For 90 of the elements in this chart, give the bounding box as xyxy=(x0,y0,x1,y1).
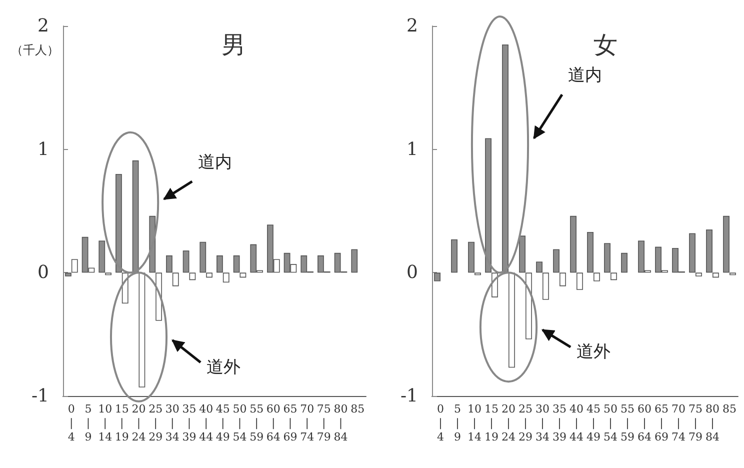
x-tick-label: 55 | 59 xyxy=(620,402,634,444)
x-tick-label: 70 | 74 xyxy=(300,402,314,444)
bar xyxy=(468,242,474,273)
chart-title: 男 xyxy=(221,31,246,59)
annotation: 道外 xyxy=(576,342,611,362)
y-axis-title: （千人） xyxy=(11,43,59,57)
x-tick-label: 45 | 49 xyxy=(216,402,230,444)
bar xyxy=(610,272,617,280)
bar xyxy=(570,216,576,273)
x-tick-label: 70 | 74 xyxy=(672,402,686,444)
x-tick-label: 50 | 54 xyxy=(232,402,247,444)
bar xyxy=(621,252,628,273)
x-tick-label: 15 | 19 xyxy=(114,402,129,444)
bar xyxy=(206,272,212,278)
bar xyxy=(71,259,78,273)
annotation: 道内 xyxy=(568,66,602,86)
bar xyxy=(485,138,492,273)
x-tick-label: 75 | 79 xyxy=(316,402,331,444)
chart-title: 女 xyxy=(593,31,618,59)
x-tick-label: 85 xyxy=(350,402,365,416)
bar xyxy=(542,272,549,300)
bar xyxy=(587,232,594,273)
x-tick-label: 20 | 24 xyxy=(132,402,146,444)
annotation: 道内 xyxy=(198,152,232,172)
x-tick-label: 80 | 84 xyxy=(706,402,720,444)
x-tick-label: 10 | 14 xyxy=(98,402,112,444)
bar xyxy=(189,272,196,280)
bar xyxy=(536,262,542,273)
x-tick-label: 85 xyxy=(722,402,736,416)
y-tick-label: 0 xyxy=(38,262,49,284)
x-tick-label: 50 | 54 xyxy=(604,402,618,444)
bar xyxy=(689,233,696,273)
x-tick-label: 15 | 19 xyxy=(484,402,498,444)
bar xyxy=(233,255,240,273)
y-tick-label: 1 xyxy=(38,138,49,160)
x-tick-label: 0 | 4 xyxy=(68,402,75,444)
bar xyxy=(712,272,719,278)
bar xyxy=(526,272,532,340)
bar xyxy=(138,272,146,388)
y-tick-label: 1 xyxy=(406,138,418,160)
x-tick-label: 5 | 9 xyxy=(454,402,461,444)
bar xyxy=(560,272,566,286)
bar xyxy=(519,236,526,273)
x-tick-label: 30 | 34 xyxy=(165,402,180,444)
bar xyxy=(576,272,583,290)
x-tick-label: 5 | 9 xyxy=(84,402,92,444)
bar xyxy=(222,272,230,283)
y-tick-label: -1 xyxy=(31,386,49,406)
bar xyxy=(696,272,702,276)
bar xyxy=(594,272,600,282)
annotation: 道外 xyxy=(206,357,241,378)
y-tick-label: 2 xyxy=(406,16,418,36)
x-tick-label: 30 | 34 xyxy=(536,402,550,444)
x-tick-label: 35 | 39 xyxy=(552,402,566,444)
bar xyxy=(98,240,106,273)
x-tick-label: 20 | 24 xyxy=(502,402,516,444)
x-tick-label: 65 | 69 xyxy=(283,402,298,444)
x-tick-label: 10 | 14 xyxy=(468,402,482,444)
x-tick-label: 25 | 29 xyxy=(148,402,163,444)
bar xyxy=(182,250,190,273)
x-tick-label: 25 | 29 xyxy=(518,402,532,444)
bar xyxy=(451,239,458,273)
bar xyxy=(706,230,712,273)
x-tick-label: 80 | 84 xyxy=(334,402,348,444)
bar xyxy=(216,255,223,273)
bar xyxy=(172,272,179,286)
bar xyxy=(351,249,358,273)
x-tick-label: 0 | 4 xyxy=(437,402,444,444)
y-tick-label: -1 xyxy=(400,386,418,406)
bar xyxy=(508,272,515,368)
bar xyxy=(553,249,560,273)
x-tick-label: 65 | 69 xyxy=(654,402,668,444)
y-tick-label: 0 xyxy=(406,262,418,284)
x-tick-label: 75 | 79 xyxy=(688,402,702,444)
bar xyxy=(132,160,139,273)
x-tick-label: 55 | 59 xyxy=(250,402,264,444)
x-tick-label: 45 | 49 xyxy=(586,402,600,444)
bar xyxy=(604,243,610,273)
bar xyxy=(502,44,508,273)
y-tick-label: 2 xyxy=(38,16,49,36)
bar xyxy=(723,216,730,273)
x-tick-label: 60 | 64 xyxy=(266,402,280,444)
bar xyxy=(166,255,172,273)
bar xyxy=(240,272,246,278)
x-tick-label: 40 | 44 xyxy=(199,402,214,444)
bar xyxy=(116,174,122,273)
x-tick-label: 60 | 64 xyxy=(638,402,652,444)
bar xyxy=(200,242,206,273)
x-tick-label: 40 | 44 xyxy=(570,402,584,444)
x-tick-label: 35 | 39 xyxy=(182,402,196,444)
